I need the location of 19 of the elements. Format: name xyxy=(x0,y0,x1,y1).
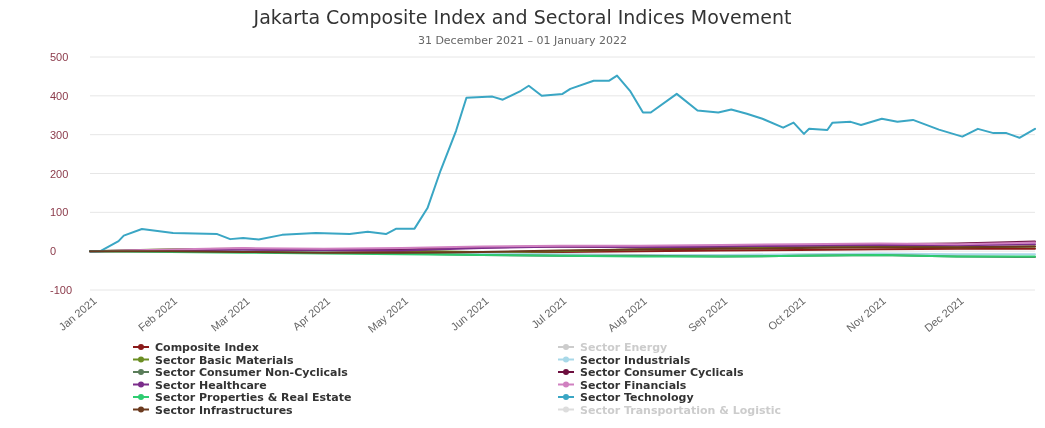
legend-label: Composite Index xyxy=(155,341,259,354)
y-tick-label: 400 xyxy=(50,89,69,102)
y-tick-label: 200 xyxy=(50,167,69,180)
y-tick-label: 0 xyxy=(50,245,57,258)
legend-label: Sector Industrials xyxy=(580,353,691,367)
legend-label: Sector Infrastructures xyxy=(155,403,294,417)
chart-subtitle: 31 December 2021 – 01 January 2022 xyxy=(417,34,628,47)
legend-label: Sector Consumer Cyclicals xyxy=(580,366,745,379)
legend-label: Sector Properties & Real Estate xyxy=(155,391,352,404)
y-tick-label: -100 xyxy=(50,284,73,297)
chart-title: Jakarta Composite Index and Sectoral Indices Movement xyxy=(252,6,792,28)
legend-label: Sector Consumer Non-Cyclicals xyxy=(155,366,349,379)
legend-label: Sector Technology xyxy=(580,391,694,404)
legend-label: Sector Healthcare xyxy=(155,378,267,392)
y-tick-label: 300 xyxy=(50,128,69,141)
y-tick-label: 500 xyxy=(50,51,69,64)
legend-label: Sector Financials xyxy=(580,378,687,392)
y-tick-label: 100 xyxy=(50,206,69,219)
legend-label: Sector Basic Materials xyxy=(155,353,294,367)
